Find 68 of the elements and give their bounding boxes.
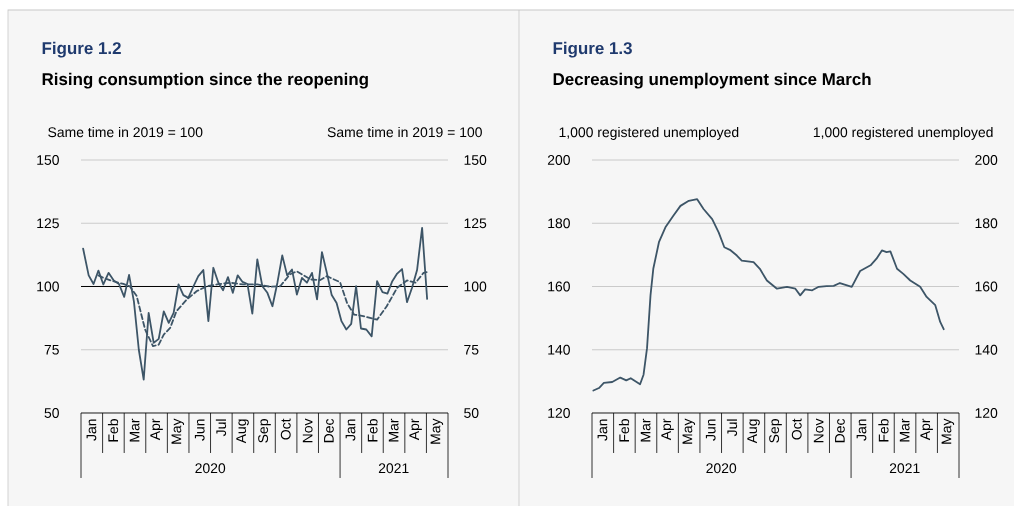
x-tick-label: Mar	[899, 418, 910, 442]
chart-subtitle: Rising consumption since the reopening	[42, 72, 368, 89]
y2-axis-title: 1,000 registered unemployed	[813, 126, 993, 140]
y2-tick-label: 150	[464, 155, 487, 165]
x-tick-label: Aug	[747, 419, 760, 444]
chart-title: Figure 1.2	[42, 41, 121, 58]
x-tick-label: Mar	[129, 418, 140, 442]
x-tick-label: Sep	[258, 419, 271, 443]
x-tick-label: Jul	[215, 419, 227, 437]
y-axis-title: 1,000 registered unemployed	[559, 126, 739, 140]
x-tick-label: Apr	[409, 418, 422, 441]
x-tick-label: Apr	[661, 418, 674, 441]
x-tick-label: Jun	[705, 419, 716, 441]
y-tick-label: 100	[37, 281, 59, 292]
y-tick-label: 75	[44, 344, 59, 355]
x-tick-label: Mar	[388, 418, 399, 442]
x-tick-label: Nov	[813, 418, 824, 443]
text: 2020	[195, 463, 226, 474]
x-tick-label: Dec	[835, 418, 845, 443]
x-tick-label: Jan	[856, 419, 867, 441]
x-tick-label: Jan	[597, 419, 608, 441]
y-tick-label: 125	[37, 218, 59, 229]
chart-subtitle: Decreasing unemployment since March	[553, 72, 871, 89]
x-tick-label: Apr	[150, 418, 163, 441]
y2-tick-label: 125	[464, 218, 487, 229]
x-tick-label: Mar	[640, 418, 651, 442]
y2-tick-label: 75	[464, 344, 479, 355]
x-tick-label: May	[430, 418, 444, 444]
x-tick-label: Feb	[618, 419, 630, 442]
x-tick-label: Jun	[194, 419, 205, 441]
chart-title: Figure 1.3	[553, 41, 632, 58]
y2-tick-label: 120	[975, 408, 998, 418]
y2-tick-label: 200	[975, 155, 998, 165]
y-tick-label: 180	[548, 218, 570, 229]
y-tick-label: 150	[37, 155, 59, 165]
y2-axis-title: Same time in 2019 = 100	[327, 126, 482, 138]
text: 2020	[706, 463, 737, 474]
x-tick-label: Apr	[920, 418, 933, 441]
y-tick-label: 120	[548, 408, 570, 418]
x-tick-label: Dec	[324, 418, 334, 443]
y2-tick-label: 100	[464, 281, 487, 292]
text: 2021	[378, 463, 409, 474]
x-tick-label: Feb	[107, 419, 119, 442]
x-tick-label: Jul	[726, 419, 738, 437]
x-tick-label: Oct	[791, 418, 802, 440]
y2-tick-label: 160	[975, 281, 998, 292]
x-tick-label: Feb	[367, 419, 378, 442]
x-tick-label: Aug	[236, 419, 249, 444]
x-tick-label: May	[682, 418, 696, 444]
x-tick-label: May	[941, 418, 955, 444]
x-tick-label: Sep	[769, 419, 782, 443]
y-axis-title: Same time in 2019 = 100	[48, 126, 203, 138]
y2-tick-label: 180	[975, 218, 998, 229]
y-tick-label: 160	[548, 281, 570, 292]
x-tick-label: Feb	[878, 419, 889, 442]
y-tick-label: 200	[547, 155, 570, 165]
y-tick-label: 140	[548, 344, 570, 355]
y-tick-label: 50	[44, 408, 59, 418]
text: 2021	[889, 463, 920, 474]
x-tick-label: May	[171, 418, 185, 444]
y2-tick-label: 50	[464, 408, 479, 418]
y2-tick-label: 140	[975, 344, 998, 355]
line-series	[592, 198, 945, 392]
x-tick-label: Oct	[280, 418, 291, 440]
x-tick-label: Jan	[86, 419, 97, 441]
x-tick-label: Nov	[302, 418, 313, 443]
line-series	[82, 226, 429, 381]
x-tick-label: Jan	[345, 419, 356, 441]
